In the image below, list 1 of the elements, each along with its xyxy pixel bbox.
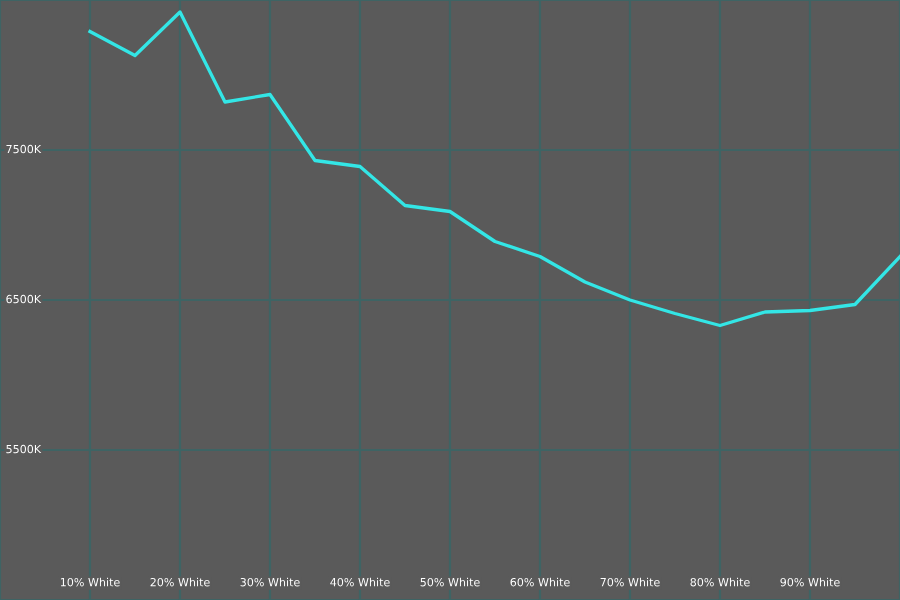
line-series	[88, 10, 900, 328]
